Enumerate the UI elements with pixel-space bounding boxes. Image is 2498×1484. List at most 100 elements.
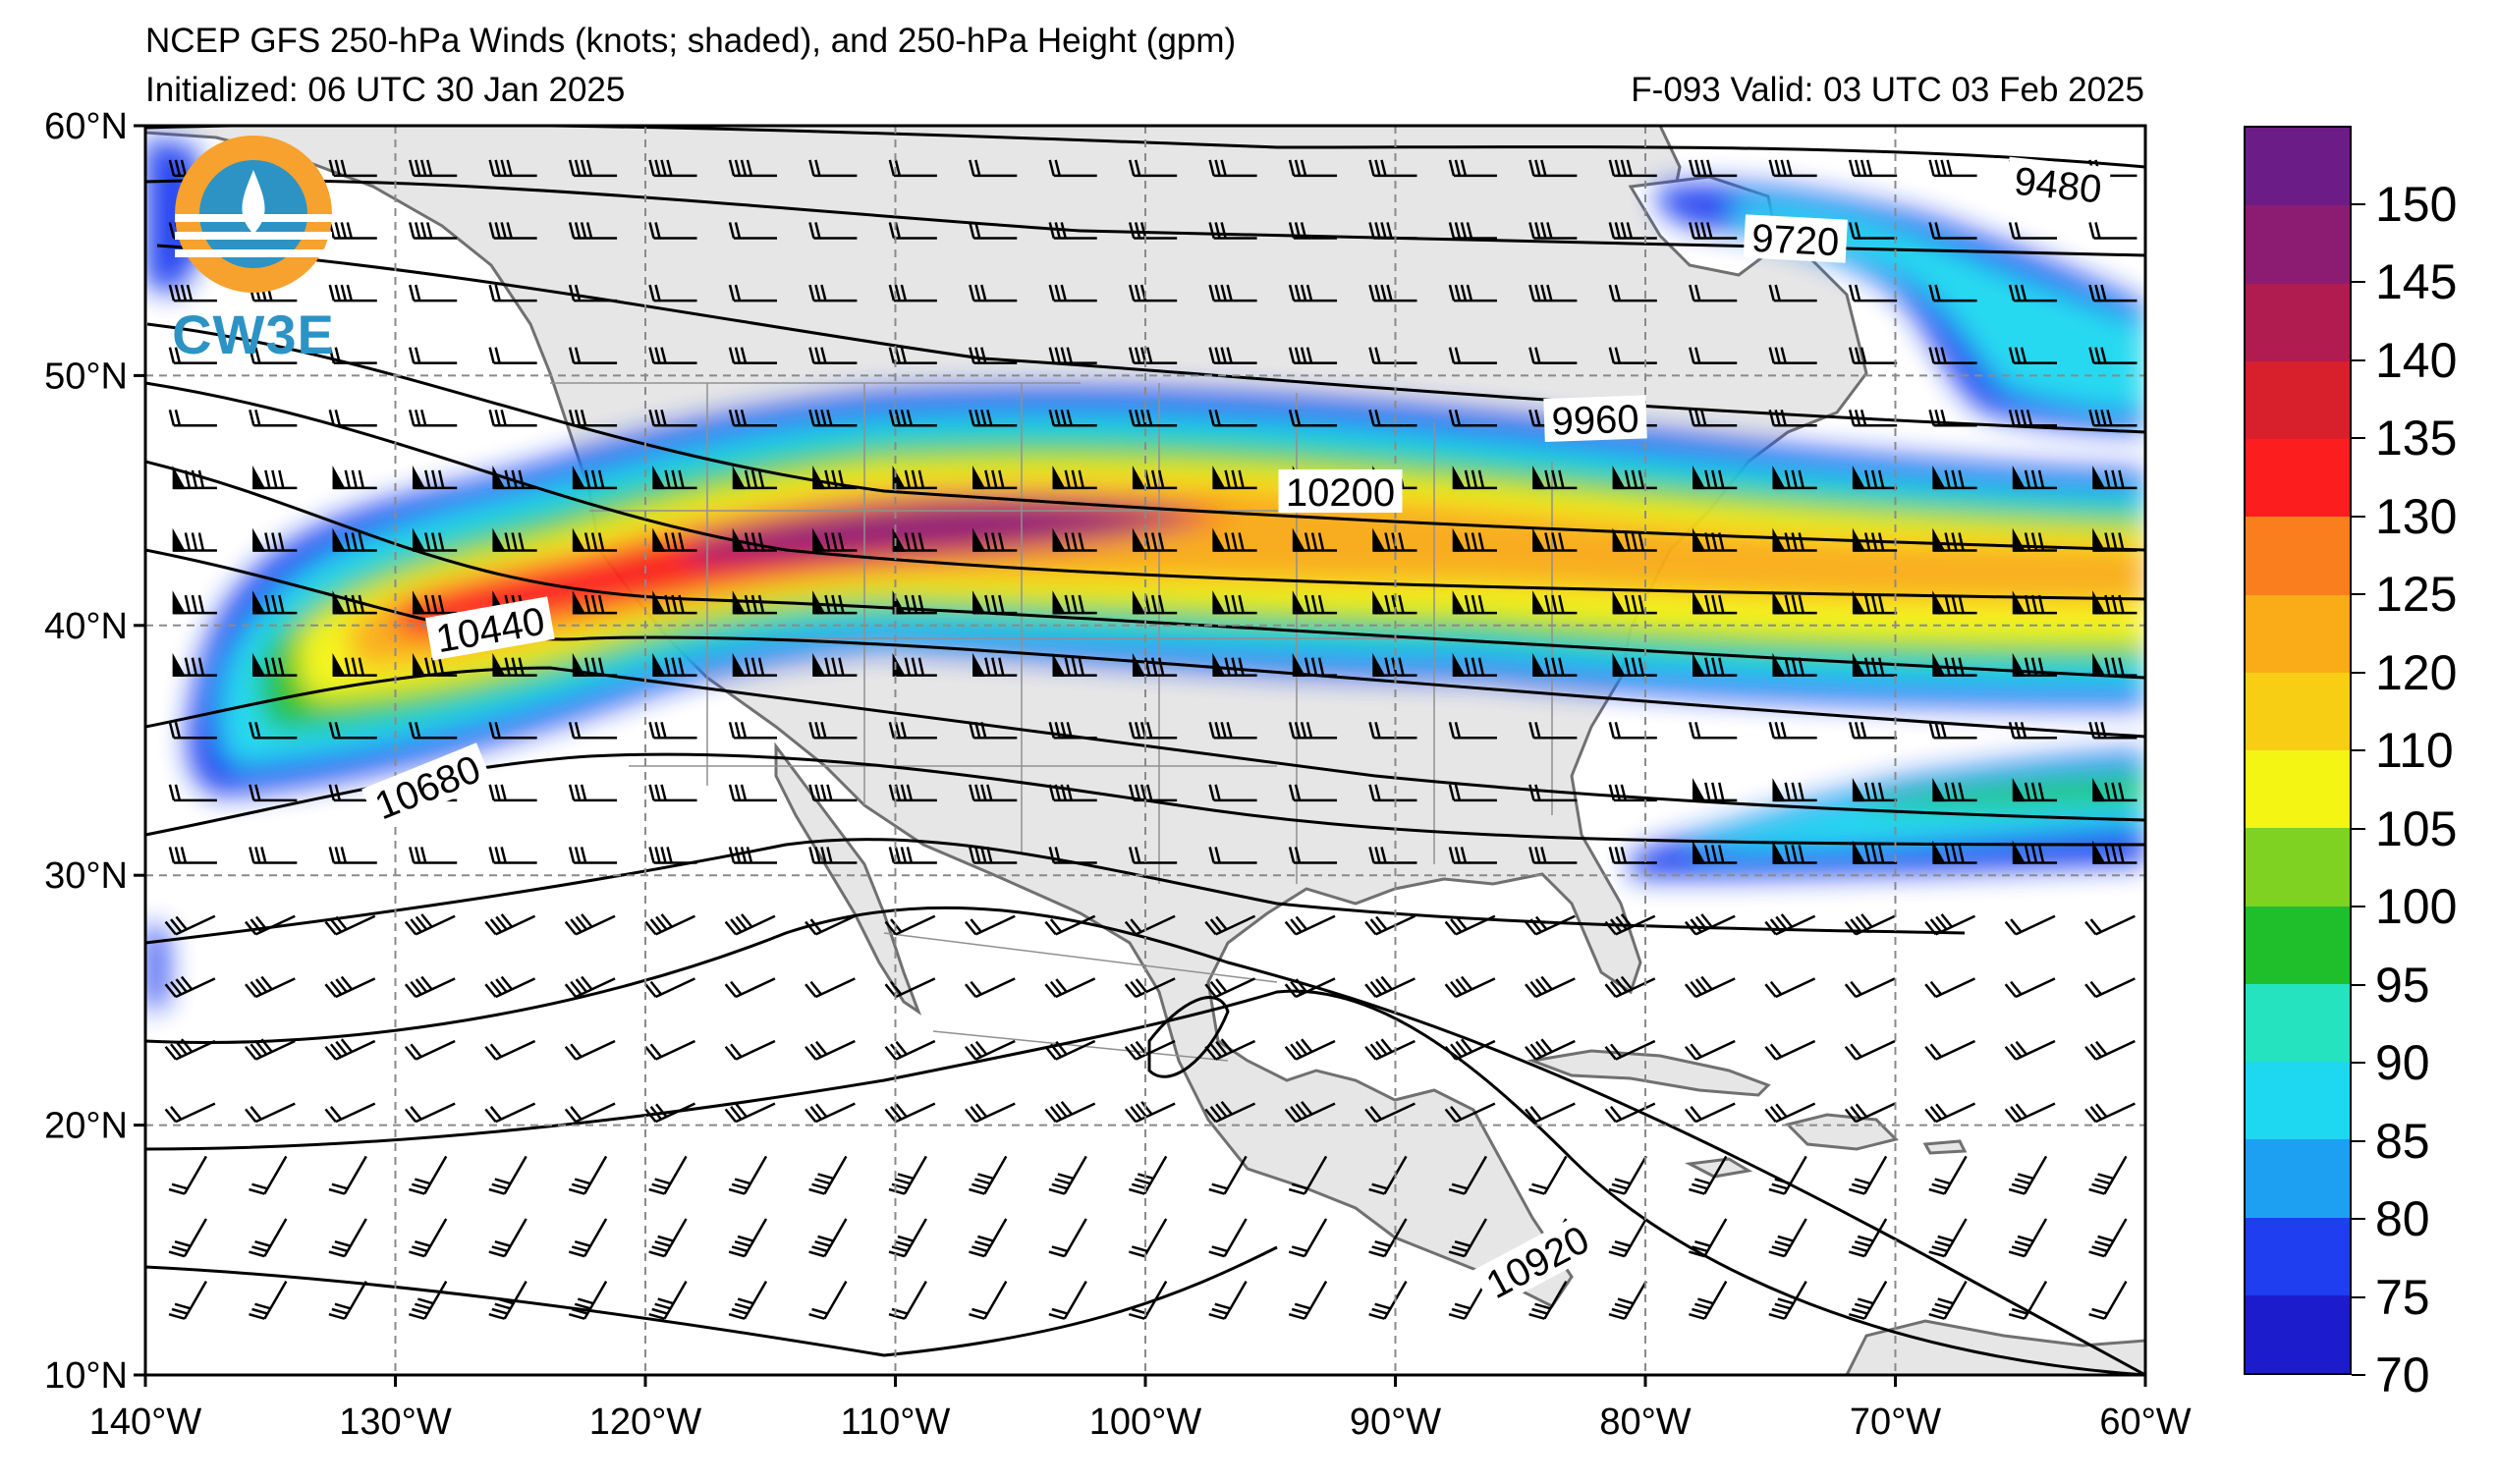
wind-barb xyxy=(969,784,1018,802)
barb-shaft xyxy=(1783,1281,1807,1320)
barb-line xyxy=(666,159,673,177)
barb-line xyxy=(911,594,918,614)
barb-line xyxy=(2011,1307,2028,1315)
barb-line xyxy=(744,657,751,676)
barb-shaft xyxy=(583,1155,608,1195)
barb-line xyxy=(404,1108,417,1123)
barb-line xyxy=(1398,532,1405,551)
barb-line xyxy=(1054,784,1061,801)
barb-line xyxy=(1455,1040,1468,1056)
barb-line xyxy=(1214,347,1221,363)
barb-flag xyxy=(1612,466,1626,490)
barb-line xyxy=(581,913,593,928)
barb-line xyxy=(494,847,501,863)
wind-barb xyxy=(732,590,777,615)
wind-barb xyxy=(1928,159,1977,178)
barb-line xyxy=(271,532,278,551)
wind-barb xyxy=(1048,1281,1087,1320)
wind-barb xyxy=(728,1155,768,1195)
wind-barb xyxy=(572,466,618,490)
barb-line xyxy=(897,1235,915,1242)
barb-line xyxy=(254,978,268,993)
barb-line xyxy=(648,409,655,426)
barb-line xyxy=(894,784,902,801)
barb-line xyxy=(1529,1043,1542,1058)
lon-tick-label: 110°W xyxy=(841,1402,951,1443)
colorbar-segment xyxy=(2246,594,2350,673)
barb-line xyxy=(808,784,815,801)
barb-line xyxy=(191,594,198,614)
barb-line xyxy=(805,1108,817,1123)
barb-shaft xyxy=(1135,914,1176,936)
barb-line xyxy=(1211,1182,1228,1190)
barb-line xyxy=(335,978,348,993)
barb-line xyxy=(340,1038,354,1053)
wind-barb xyxy=(1528,784,1578,802)
barb-line xyxy=(334,284,341,302)
barb-line xyxy=(1134,347,1141,363)
barb-line xyxy=(1718,782,1725,801)
barb-line xyxy=(1215,915,1228,931)
barb-line xyxy=(1854,1240,1871,1247)
barb-line xyxy=(245,1045,257,1061)
barb-line xyxy=(575,978,588,993)
wind-barb xyxy=(648,409,697,427)
contour-label-text: 10200 xyxy=(1286,471,1395,515)
barb-line xyxy=(1928,721,1935,739)
barb-line xyxy=(805,983,817,998)
barb-line xyxy=(1208,721,1215,739)
barb-flag xyxy=(972,590,986,615)
barb-line xyxy=(971,1245,988,1253)
barb-line xyxy=(974,347,981,363)
barb-line xyxy=(644,920,657,936)
wind-barb xyxy=(1452,466,1497,490)
barb-line xyxy=(1374,784,1381,801)
barb-line xyxy=(168,721,176,739)
barb-line xyxy=(1870,532,1878,551)
barb-line xyxy=(1958,469,1965,489)
wind-barb xyxy=(2008,721,2058,740)
wind-barb xyxy=(884,977,936,999)
barb-line xyxy=(1694,409,1701,426)
barb-line xyxy=(1134,409,1141,426)
barb-line xyxy=(888,284,896,302)
barb-flag xyxy=(2092,778,2106,802)
wind-barb xyxy=(1525,975,1576,999)
barb-line xyxy=(358,594,365,614)
barb-shaft xyxy=(743,1218,768,1257)
wind-barb xyxy=(644,977,696,999)
barb-line xyxy=(1448,784,1456,801)
wind-barb xyxy=(488,347,537,364)
lon-tick-label: 100°W xyxy=(1089,1402,1202,1443)
wind-barb xyxy=(808,159,858,178)
barb-line xyxy=(334,1240,352,1247)
barb-line xyxy=(1295,1103,1307,1118)
barb-line xyxy=(1139,222,1147,239)
barb-line xyxy=(1860,913,1873,928)
barb-line xyxy=(568,847,576,863)
barb-shaft xyxy=(1543,1155,1568,1195)
barb-line xyxy=(1534,1302,1551,1310)
wind-barb xyxy=(1924,977,1976,999)
barb-line xyxy=(744,594,751,614)
barb-line xyxy=(409,847,416,863)
wind-barb xyxy=(1772,527,1817,552)
barb-flag xyxy=(1693,590,1706,615)
barb-line xyxy=(2104,532,2111,551)
wind-barb xyxy=(249,347,298,364)
wind-barb xyxy=(1768,159,1817,178)
barb-line xyxy=(1870,594,1878,614)
barb-line xyxy=(484,983,497,998)
barb-line xyxy=(1608,284,1616,302)
barb-line xyxy=(1460,975,1473,991)
barb-line xyxy=(970,1043,982,1058)
wind-barb xyxy=(404,975,456,999)
barb-flag xyxy=(1693,466,1706,490)
wind-barb xyxy=(564,1039,616,1061)
wind-barb xyxy=(648,284,697,302)
barb-shaft xyxy=(983,1281,1008,1320)
barb-line xyxy=(184,657,192,676)
barb-line xyxy=(1711,657,1718,676)
colorbar-label: 150 xyxy=(2375,176,2458,232)
wind-barb xyxy=(2092,778,2137,802)
